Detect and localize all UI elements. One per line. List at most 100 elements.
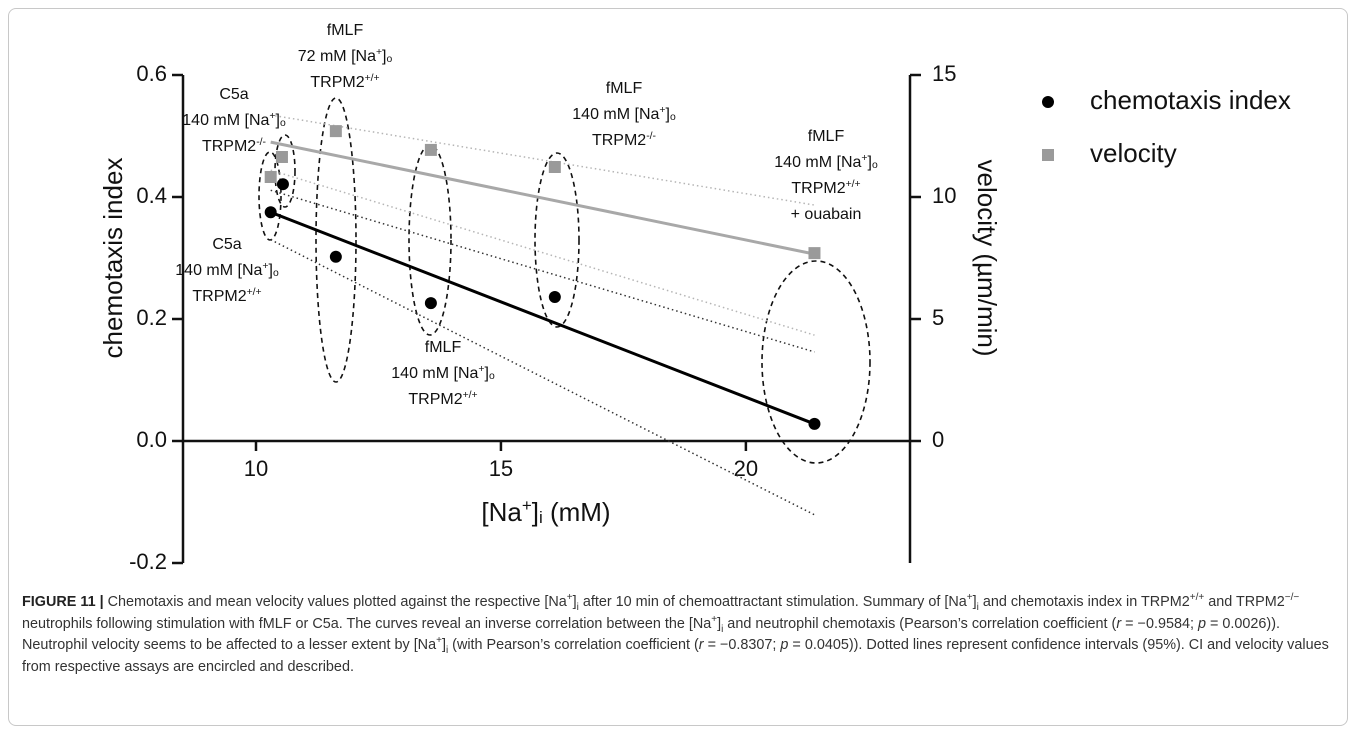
caption-text: and chemotaxis index in TRPM2 [978,594,1190,610]
caption-text: + [711,613,718,625]
point [548,291,561,304]
text-segment: C5a [212,236,241,253]
subscript: o [872,160,878,171]
caption-text: r [698,637,704,653]
superscript: + [376,47,382,58]
caption-text: +/+ [1189,592,1205,604]
subscript: o [387,54,393,65]
caption-text: = −0.8307; [703,637,781,653]
text-segment: 140 mM [Na [572,106,659,123]
y-tick-label: 0.2 [136,305,167,330]
confidence-line [270,114,815,206]
ellipse [315,97,357,383]
y-tick-label: 0.4 [136,183,167,208]
y-tick-label: 0.6 [136,61,167,86]
group-ellipses [258,97,871,464]
x-axis-title: [Na+]i (mM) [481,496,610,527]
caption-text: neutrophils following stimulation with f… [22,615,712,632]
annotation: TRPM2+/+ [310,73,379,91]
text-segment: 72 mM [Na [298,48,376,65]
figure-caption: FIGURE 11 | Chemotaxis and mean velocity… [22,592,1338,678]
caption-text: Chemotaxis and mean velocity values plot… [103,594,567,610]
annotation: fMLF [425,339,462,356]
figure-frame [8,8,1348,726]
caption-text: i [976,601,979,613]
text-segment: ] [867,154,871,171]
annotation: fMLF [327,22,364,39]
superscript: +/+ [846,179,861,190]
text-segment: TRPM2 [202,138,256,155]
annotation: fMLF [808,128,845,145]
caption-text: r [1116,615,1122,632]
text-segment: TRPM2 [408,391,462,408]
superscript: +/+ [247,287,262,298]
caption-text: i [445,644,449,656]
text-segment: (mM) [543,497,611,527]
caption-text: + [966,592,973,604]
text-segment: ] [532,497,539,527]
point [808,247,821,260]
legend-marker [1042,149,1054,161]
annotation: 140 mM [Na+]o [182,111,286,129]
caption-text: = 0.0026)). Neutrophil velocity seems to… [22,615,1280,654]
y2-tick-label: 15 [932,61,956,86]
text-segment: ] [484,365,488,382]
confidence-line [270,169,815,336]
text-segment: TRPM2 [592,132,646,149]
text-segment: fMLF [808,128,845,145]
x-tick-label: 20 [734,456,758,481]
caption-text: i [721,623,724,635]
confidence-line [270,189,815,353]
annotation: C5a [212,236,241,253]
caption-text: + [566,592,573,604]
caption-text: = −0.9584; [1121,615,1198,632]
point [424,297,437,310]
point [264,170,277,183]
point [276,178,289,191]
annotation: TRPM2+/+ [408,390,477,408]
caption-text: ] [717,615,722,632]
text-segment: fMLF [606,80,643,97]
legend-label: velocity [1090,138,1177,168]
point [329,125,342,138]
legend-marker [1042,96,1054,108]
superscript: + [269,111,275,122]
annotation: fMLF [606,80,643,97]
y2-axis-title: velocity (µm/min) [972,160,1002,357]
superscript: +/+ [463,390,478,401]
caption-text: + [436,635,442,647]
subscript: o [489,371,495,382]
superscript: + [522,496,532,515]
y2-tick-label: 5 [932,305,944,330]
text-segment: C5a [219,86,248,103]
y2-tick-label: 10 [932,183,956,208]
ellipse [761,260,871,464]
y-axis-title: chemotaxis index [98,158,128,359]
annotation: 140 mM [Na+]o [572,105,676,123]
annotation: 72 mM [Na+]o [298,47,393,65]
superscript: + [861,153,867,164]
caption-text: p [1197,615,1206,632]
superscript: -/- [646,131,656,142]
annotation: TRPM2-/- [202,137,266,155]
fit-line [270,210,816,426]
text-segment: + ouabain [791,206,862,223]
annotation: TRPM2+/+ [192,287,261,305]
ellipse [274,134,296,208]
caption-text: ] [572,594,577,610]
caption-text: ] [972,594,977,610]
text-segment: fMLF [425,339,462,356]
caption-text: = 0.0405)). Dotted lines represent confi… [22,637,1329,675]
annotation: TRPM2-/- [592,131,656,149]
annotation: TRPM2+/+ [791,179,860,197]
x-tick-label: 10 [244,456,268,481]
caption-text: and neutrophil chemotaxis (Pearson’s cor… [723,615,1117,632]
subscript: o [273,268,279,279]
y-tick-label: -0.2 [129,549,167,574]
confidence-line [270,239,815,516]
annotation: 140 mM [Na+]o [391,364,495,382]
superscript: -/- [256,137,266,148]
caption-text: after 10 min of chemoattractant stimulat… [578,594,967,610]
